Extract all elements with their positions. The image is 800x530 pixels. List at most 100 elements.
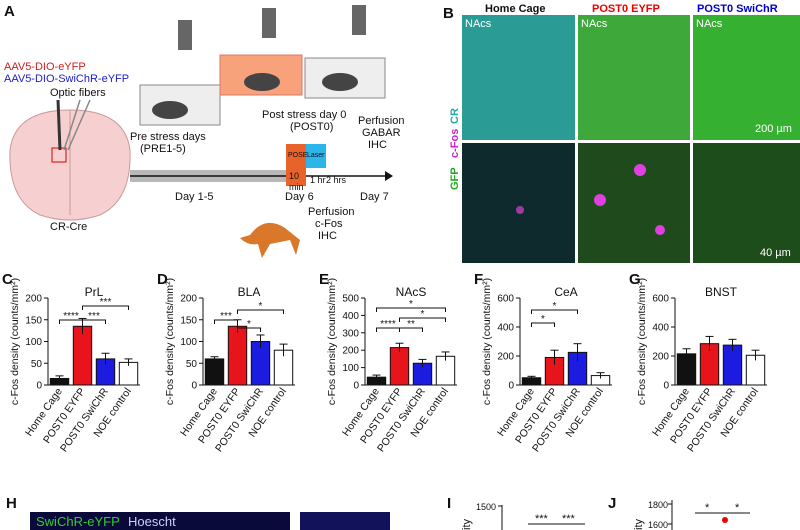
data-point [722,517,728,523]
fiber-label: Optic fibers [50,87,106,99]
y-axis-label: c-Fos density (counts/mm²) [636,278,648,405]
bracket [531,309,578,314]
bracket [376,307,446,312]
region-label: NAcs [696,18,723,30]
virus-label: AAV5-DIO-SwiChR-eYFP [4,73,129,85]
time-label: 10 [289,171,299,181]
virus-label: AAV5-DIO-eYFP [4,61,86,73]
y-axis-label: c-Fos density (counts/mm²) [326,278,338,405]
y-tick-label: 200 [342,346,359,357]
panel-label: F [474,271,483,288]
annotation: ** [407,319,415,330]
perfusion-label: GABAR [362,127,401,139]
y-tick-label: 150 [25,315,42,326]
y-tick-label: 200 [180,294,197,305]
y-label: ity [633,519,645,530]
scale-label: 200 µm [755,123,792,135]
annotation: * [735,502,740,514]
panel-label: H [6,495,17,512]
bracket [214,319,238,324]
chart-title: NAcS [396,285,427,299]
micrograph [30,512,290,530]
pre-label: Pre stress days [130,131,206,143]
annotation: * [553,301,557,312]
bracket [82,319,106,324]
perfusion-label: Perfusion [308,206,354,218]
bar [204,358,225,386]
pose-block [286,144,306,186]
column-label: Home Cage [485,3,546,15]
y-tick-label: 1600 [648,520,668,530]
panel-label: G [629,271,641,288]
y-tick-label: 400 [652,323,669,334]
annotation: *** [88,311,100,322]
chart-title: BNST [705,285,738,299]
stain-label: c-Fos [449,129,461,158]
annotation: *** [220,311,232,322]
y-tick-label: 400 [342,311,359,322]
annotation: **** [380,319,396,330]
annotation: * [247,319,251,330]
y-tick-label: 1800 [648,500,668,510]
arrowhead [385,171,393,181]
y-axis-label: c-Fos density (counts/mm²) [164,278,176,405]
day-label: Day 7 [360,191,389,203]
y-tick-label: 0 [353,381,359,392]
y-axis-label: c-Fos density (counts/mm²) [9,278,21,405]
micrograph [462,15,575,140]
y-label: ity [461,519,473,530]
fox [240,222,300,258]
day-label: Day 1-5 [175,191,214,203]
annotation: * [259,301,263,312]
y-tick-label: 300 [342,328,359,339]
bracket [237,327,261,332]
bar [389,347,410,386]
mouse [244,73,280,91]
cell [594,194,606,206]
bracket [399,327,423,332]
region-label: NAcs [465,18,492,30]
fiber [67,99,91,151]
perfusion-label: IHC [368,139,387,151]
y-tick-label: 100 [180,337,197,348]
y-tick-label: 200 [25,294,42,305]
stain-label: CR [449,108,461,124]
y-tick-label: 600 [497,294,514,305]
pre-label: (PRE1-5) [140,143,186,155]
perfusion-label: c-Fos [315,218,343,230]
mouse-line: CR-Cre [50,221,87,233]
y-tick-label: 50 [186,359,198,370]
post-label: Post stress day 0 [262,109,346,121]
panel-label: I [447,495,451,512]
annotation: * [409,299,413,310]
annotation: *** [562,513,576,525]
bracket [237,309,284,314]
panel-label: B [443,5,454,22]
camera [352,5,366,35]
y-tick-label: 50 [31,359,43,370]
region-label: NAcs [581,18,608,30]
micrograph [693,143,800,263]
bracket [82,305,129,310]
chart-title: BLA [238,285,261,299]
cell [655,225,665,235]
stain-label: GFP [449,167,461,190]
camera [178,20,192,50]
perfusion-label: IHC [318,230,337,242]
annotation: * [705,502,710,514]
perfusion-label: Perfusion [358,115,404,127]
mouse [152,101,188,119]
y-tick-label: 0 [663,381,669,392]
annotation: *** [100,297,112,308]
micrograph [462,143,575,263]
y-tick-label: 0 [36,381,42,392]
annotation: **** [63,311,79,322]
column-label: POST0 EYFP [592,3,660,15]
chart-title: CeA [554,285,577,299]
time-label: 2 hrs [326,175,347,185]
bracket [399,317,446,322]
y-tick-label: 1500 [476,502,496,512]
cell [516,206,524,214]
fiber [63,99,81,151]
